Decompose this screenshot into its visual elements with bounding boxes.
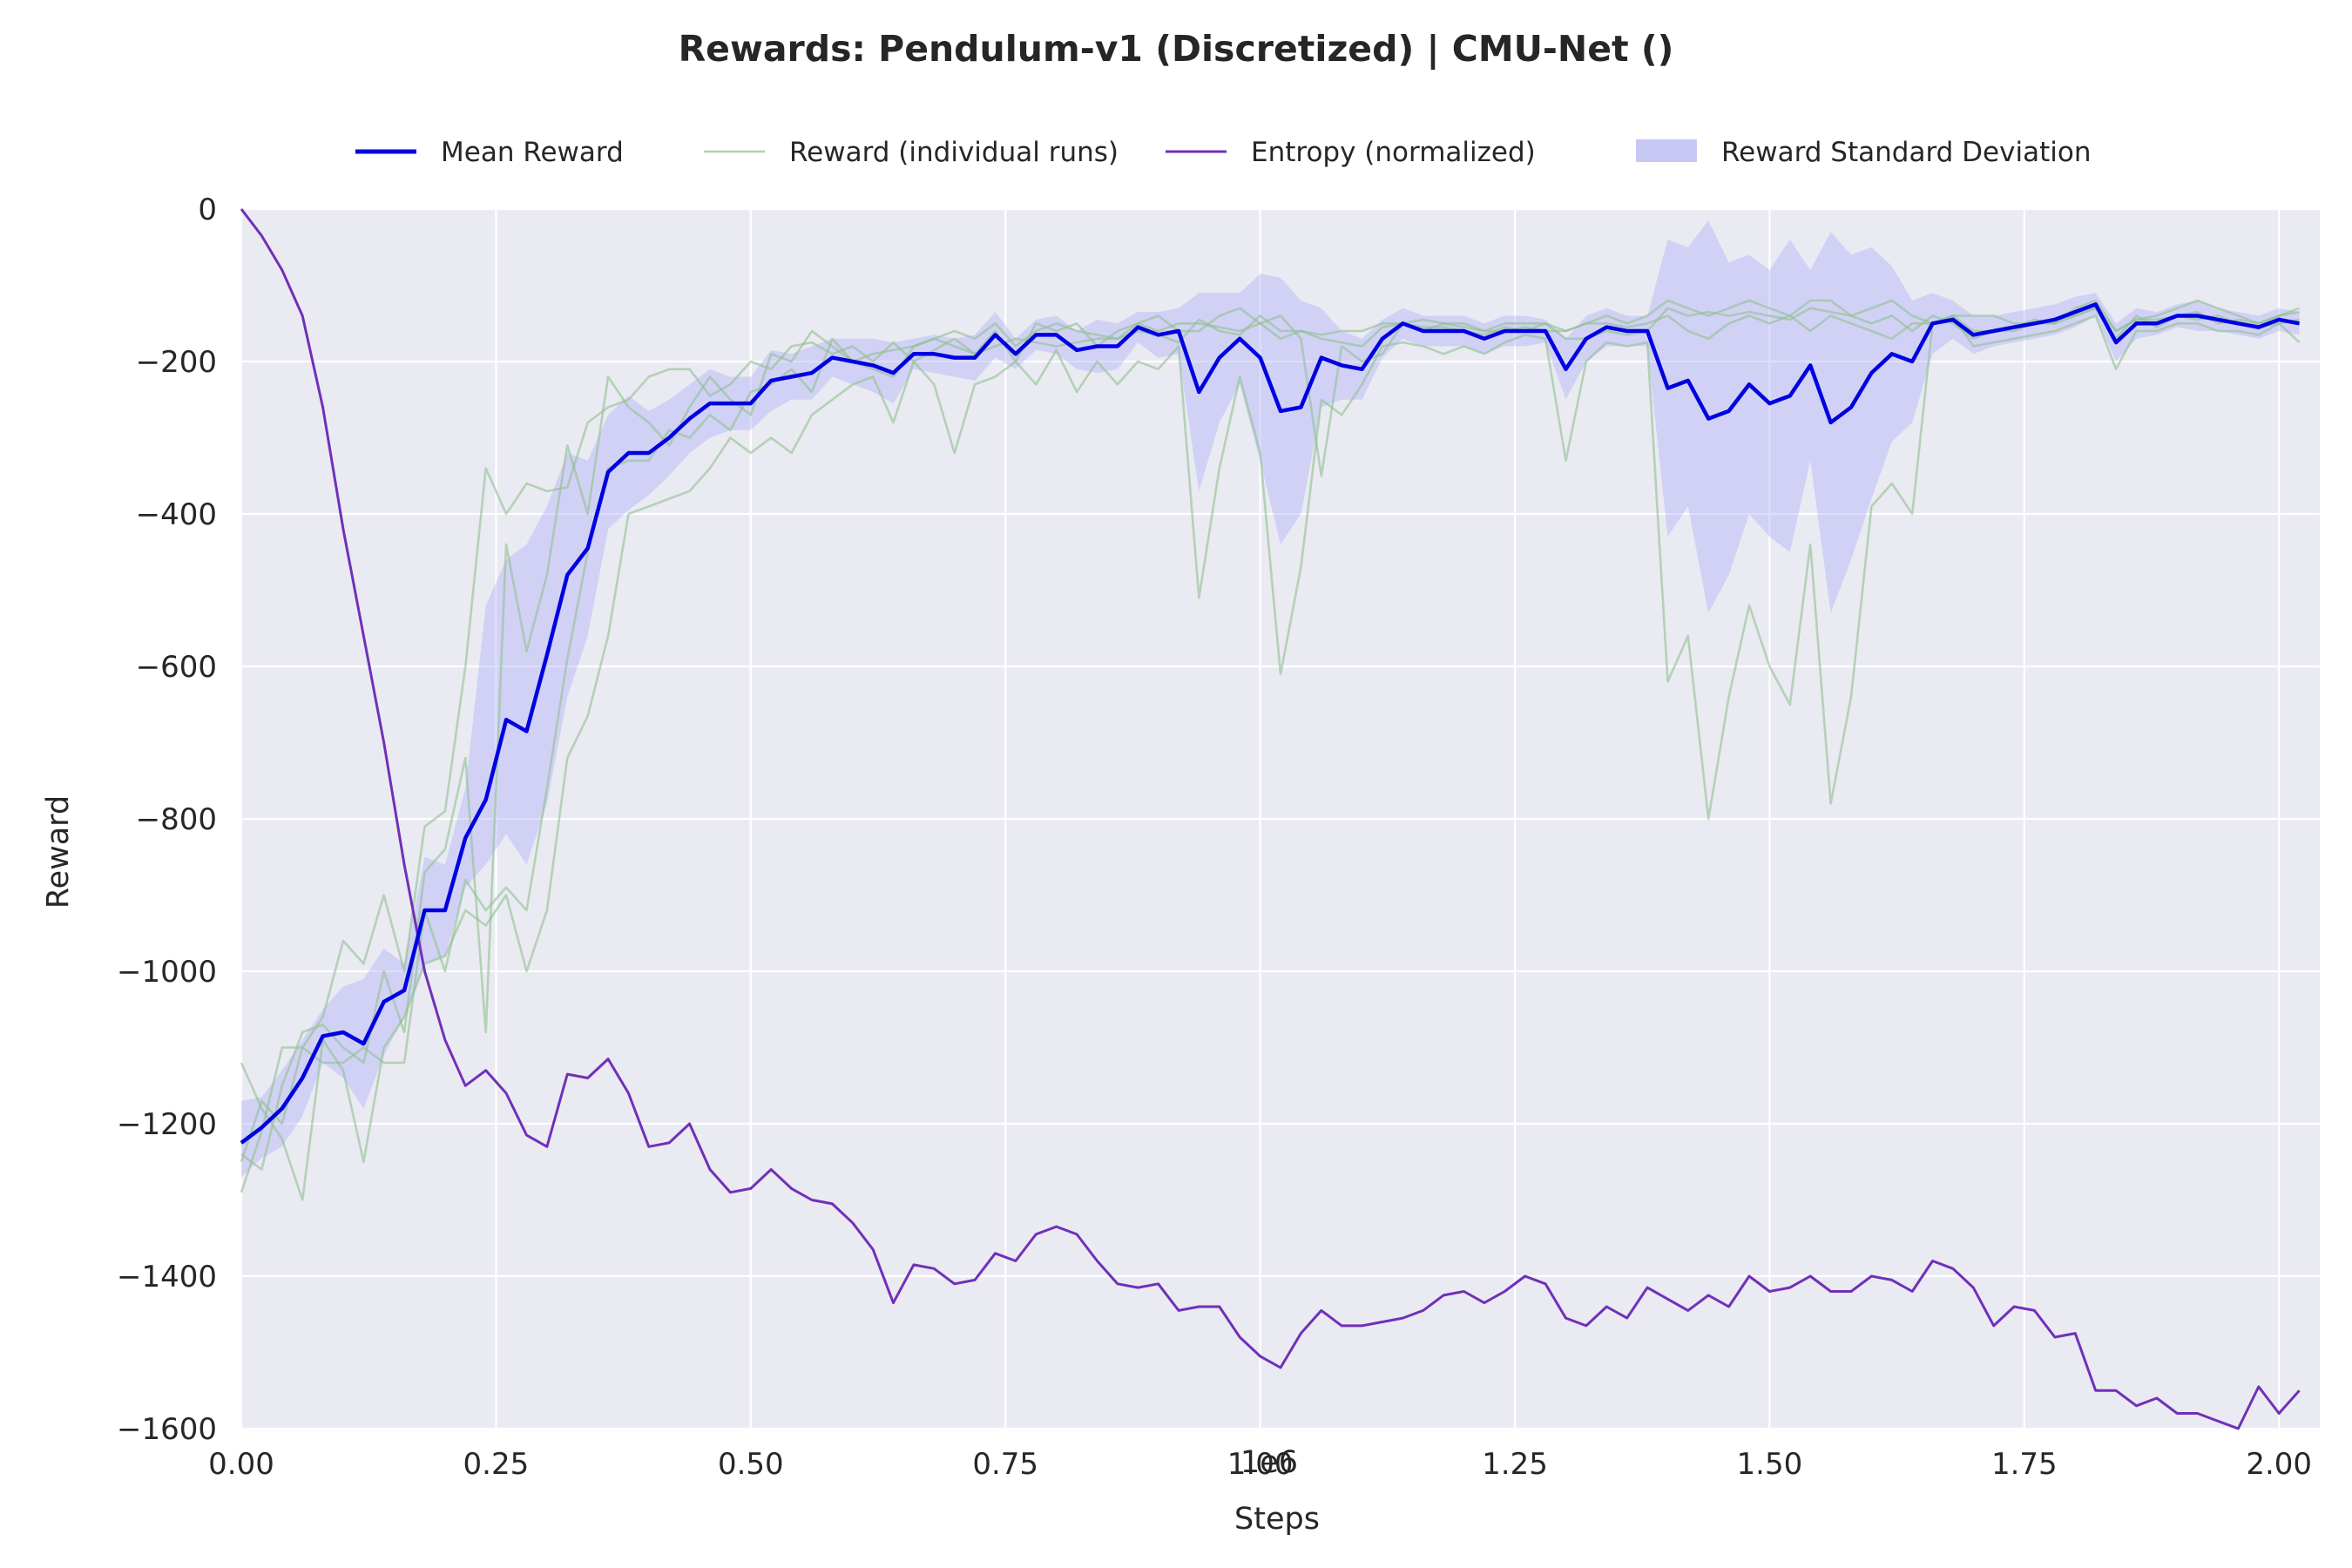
y-tick-labels: 0 −200 −400 −600 −800 −1000 −1200 −1400 −1600: [117, 193, 217, 1447]
legend-item: Reward (individual runs): [704, 137, 1119, 168]
x-tick-labels: 0.00 0.25 0.50 0.75 1.00 1.25 1.50 1.75 2.00: [208, 1447, 2312, 1482]
legend-swatch: [1636, 139, 1697, 162]
x-tick-label: 0.50: [718, 1447, 784, 1482]
x-offset-label: 1e6: [1240, 1445, 1298, 1480]
x-tick-label: 1.00: [1227, 1447, 1294, 1482]
std-band: [241, 220, 2300, 1178]
legend: Mean Reward Reward (individual runs) Entro…: [355, 137, 2091, 168]
individual-run-line-3: [240, 299, 2300, 1171]
legend-label: Reward (individual runs): [789, 137, 1119, 168]
mean-reward-line: [240, 302, 2301, 1145]
x-tick-label: 2.00: [2246, 1447, 2312, 1482]
y-tick-label: −600: [136, 650, 217, 685]
y-tick-label: −1600: [117, 1412, 217, 1447]
individual-run-line-1: [240, 307, 2300, 1193]
individual-run-line-4: [240, 299, 2301, 1163]
y-tick-label: −1400: [117, 1260, 217, 1294]
x-tick-label: 0.00: [208, 1447, 274, 1482]
x-tick-label: 0.25: [463, 1447, 530, 1482]
y-tick-label: −1000: [117, 955, 217, 990]
x-tick-label: 1.75: [1991, 1447, 2058, 1482]
grid: [240, 207, 2320, 1430]
y-tick-label: 0: [198, 193, 217, 227]
legend-label: Reward Standard Deviation: [1721, 137, 2091, 168]
x-tick-label: 0.75: [972, 1447, 1038, 1482]
y-tick-label: −200: [136, 345, 217, 380]
legend-item: Mean Reward: [355, 137, 624, 168]
legend-label: Entropy (normalized): [1251, 137, 1536, 168]
x-tick-label: 1.25: [1482, 1447, 1548, 1482]
entropy-layer: [240, 208, 2301, 1430]
y-tick-label: −1200: [117, 1107, 217, 1142]
mean-layer: [240, 302, 2301, 1145]
chart-title: Rewards: Pendulum-v1 (Discretized) | CMU…: [679, 28, 1674, 71]
x-tick-label: 1.50: [1737, 1447, 1803, 1482]
legend-label: Mean Reward: [441, 137, 624, 168]
y-tick-label: −800: [136, 802, 217, 837]
x-axis-label: Steps: [1234, 1502, 1320, 1537]
y-axis-label: Reward: [41, 795, 76, 909]
entropy-line: [240, 208, 2301, 1430]
legend-item: Entropy (normalized): [1166, 137, 1536, 168]
legend-item: Reward Standard Deviation: [1636, 137, 2091, 168]
y-tick-label: −400: [136, 497, 217, 532]
std-band-layer: [241, 220, 2300, 1178]
